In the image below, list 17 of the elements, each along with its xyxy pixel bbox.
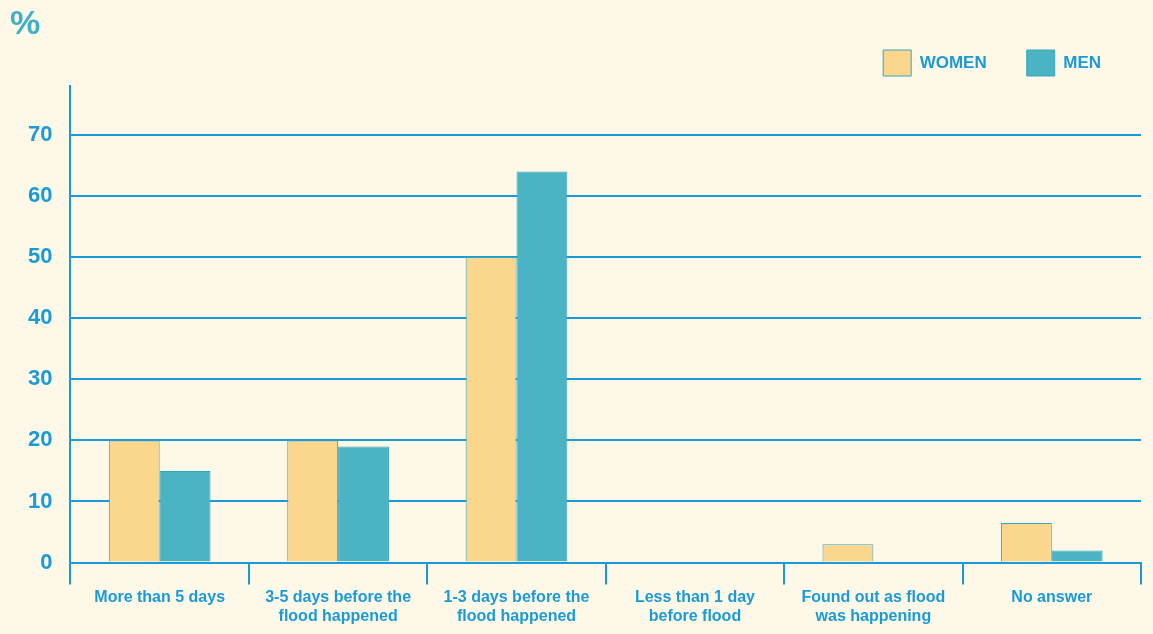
- y-axis-title: %: [10, 3, 41, 42]
- y-tick-label: 20: [27, 426, 53, 452]
- y-tick-label: 70: [27, 120, 53, 146]
- x-tick-label: 1-3 days before the flood happened: [443, 587, 590, 624]
- legend-label: WOMEN: [919, 52, 987, 72]
- x-tick-label: More than 5 days: [94, 587, 226, 605]
- x-tick-label: 3-5 days before the flood happened: [265, 587, 412, 624]
- x-tick-label: No answer: [1011, 587, 1093, 605]
- y-tick-label: 10: [27, 487, 53, 513]
- y-tick-label: 30: [27, 365, 53, 391]
- x-tick-label: Less than 1 day before flood: [634, 587, 756, 624]
- y-tick-label: 0: [40, 548, 53, 574]
- y-tick-label: 60: [27, 182, 53, 208]
- y-tick-label: 50: [27, 243, 53, 269]
- x-tick-label: Found out as flood was happening: [801, 587, 946, 624]
- legend-label: MEN: [1063, 52, 1101, 72]
- y-tick-label: 40: [27, 304, 53, 330]
